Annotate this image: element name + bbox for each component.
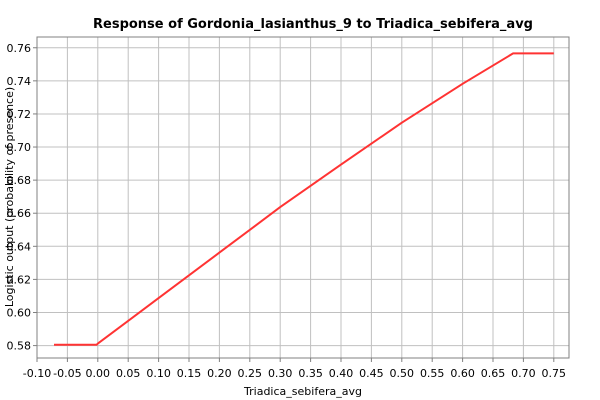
x-tick-label: 0.05 <box>116 367 141 380</box>
x-tick-label: 0.70 <box>511 367 536 380</box>
x-axis: -0.10 -0.05 0.00 0.05 0.10 0.15 0.20 0.25 0.30 0.… <box>23 358 566 380</box>
y-tick-label: 0.76 <box>7 42 32 55</box>
x-tick-label: -0.05 <box>53 367 81 380</box>
x-tick-label: 0.25 <box>238 367 263 380</box>
series-group <box>54 52 554 346</box>
x-tick-label: 0.10 <box>146 367 171 380</box>
x-tick-label: 0.50 <box>390 367 415 380</box>
y-tick-label: 0.70 <box>7 141 32 154</box>
x-tick-label: 0.55 <box>420 367 445 380</box>
y-axis-label: Logistic output (probability of presence… <box>3 87 16 307</box>
x-tick-label: 0.75 <box>542 367 567 380</box>
x-tick-label: 0.35 <box>298 367 323 380</box>
grid <box>36 37 569 358</box>
x-tick-label: 0.45 <box>359 367 384 380</box>
x-tick-label: 0.30 <box>268 367 293 380</box>
x-tick-label: 0.60 <box>450 367 475 380</box>
y-tick-label: 0.68 <box>7 174 32 187</box>
y-axis: 0.58 0.60 0.62 0.64 0.66 0.68 0.70 0.72 0.74 0.76 <box>7 42 37 353</box>
y-tick-label: 0.62 <box>7 273 32 286</box>
response-curve <box>54 52 554 346</box>
x-axis-label: Triadica_sebifera_avg <box>243 385 362 398</box>
x-tick-label: -0.10 <box>23 367 51 380</box>
chart-title: Response of Gordonia_lasianthus_9 to Tri… <box>93 17 533 32</box>
y-tick-label: 0.64 <box>7 240 32 253</box>
y-tick-label: 0.72 <box>7 108 32 121</box>
plot-area <box>36 36 570 359</box>
x-tick-label: 0.65 <box>481 367 506 380</box>
x-tick-label: 0.20 <box>207 367 232 380</box>
y-tick-label: 0.74 <box>7 75 32 88</box>
y-tick-label: 0.66 <box>7 207 32 220</box>
y-tick-label: 0.60 <box>7 306 32 319</box>
x-tick-label: 0.00 <box>86 367 111 380</box>
x-tick-label: 0.15 <box>177 367 202 380</box>
x-tick-label: 0.40 <box>329 367 354 380</box>
y-tick-label: 0.58 <box>7 340 32 353</box>
